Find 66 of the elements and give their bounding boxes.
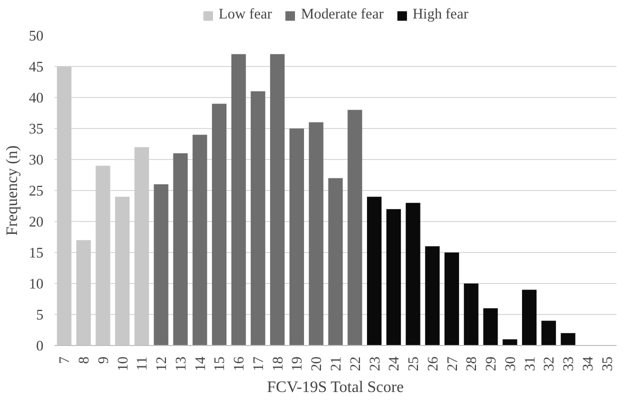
x-tick-label: 34 <box>580 356 596 372</box>
bar <box>406 202 420 346</box>
bar <box>231 54 246 346</box>
x-tick-label: 29 <box>484 356 500 372</box>
x-axis-title: FCV-19S Total Score <box>267 379 404 396</box>
x-tick-label: 23 <box>367 356 384 372</box>
bar <box>250 91 266 346</box>
x-tick-label: 35 <box>600 356 616 372</box>
bar <box>425 246 440 346</box>
y-tick-label: 40 <box>28 90 44 106</box>
bar <box>192 134 208 346</box>
y-axis-title: Frequency (n) <box>4 145 21 236</box>
y-tick-label: 5 <box>36 308 44 324</box>
x-tick-label: 10 <box>115 356 132 372</box>
x-tick-label: 15 <box>212 356 228 372</box>
x-tick-label: 21 <box>328 356 344 372</box>
bar <box>464 284 478 346</box>
x-tick-label: 16 <box>232 356 248 372</box>
bar <box>348 110 362 346</box>
y-tick-label: 10 <box>28 276 44 292</box>
y-tick-label: 25 <box>28 184 44 200</box>
bar <box>560 333 576 346</box>
legend-label: Moderate fear <box>300 6 384 24</box>
x-tick-label: 19 <box>290 356 306 372</box>
x-tick-label: 31 <box>522 356 538 372</box>
x-tick-label: 14 <box>192 356 209 372</box>
y-tick-label: 35 <box>28 122 44 138</box>
bar <box>444 252 460 346</box>
y-tick-label: 0 <box>36 338 44 354</box>
x-tick-label: 33 <box>561 356 578 372</box>
x-tick-label: 22 <box>348 356 364 372</box>
y-tick-label: 30 <box>28 152 44 168</box>
x-tick-label: 8 <box>76 356 93 364</box>
legend-label: Low fear <box>218 6 272 24</box>
x-tick-label: 30 <box>502 356 519 372</box>
x-tick-label: 26 <box>425 356 442 372</box>
bar <box>541 320 556 346</box>
bar <box>308 122 324 346</box>
x-tick-label: 9 <box>96 356 112 364</box>
x-tick-label: 17 <box>250 356 267 372</box>
x-tick-label: 24 <box>386 356 403 372</box>
x-tick-label: 25 <box>406 356 422 372</box>
x-tick-label: 13 <box>173 356 190 372</box>
y-tick-label: 50 <box>28 28 44 44</box>
y-tick-label: 45 <box>28 60 44 76</box>
y-tick-label: 20 <box>28 214 44 230</box>
legend-label: High fear <box>412 6 468 24</box>
bar <box>328 178 343 346</box>
bar <box>173 153 188 346</box>
x-tick-label: 32 <box>542 356 558 372</box>
bar <box>270 54 285 346</box>
y-tick-label: 15 <box>28 246 44 262</box>
bar <box>212 104 226 346</box>
bar <box>154 184 168 346</box>
x-tick-label: 27 <box>444 356 461 372</box>
bar <box>386 209 401 346</box>
x-tick-label: 11 <box>134 356 151 371</box>
bar <box>289 128 304 346</box>
bar <box>366 196 382 346</box>
x-tick-label: 7 <box>57 356 74 364</box>
x-tick-label: 20 <box>309 356 326 372</box>
x-tick-label: 12 <box>154 356 170 372</box>
x-tick-label: 28 <box>464 356 480 372</box>
bar <box>522 290 537 346</box>
x-tick-label: 18 <box>270 356 286 372</box>
bar <box>483 308 498 346</box>
